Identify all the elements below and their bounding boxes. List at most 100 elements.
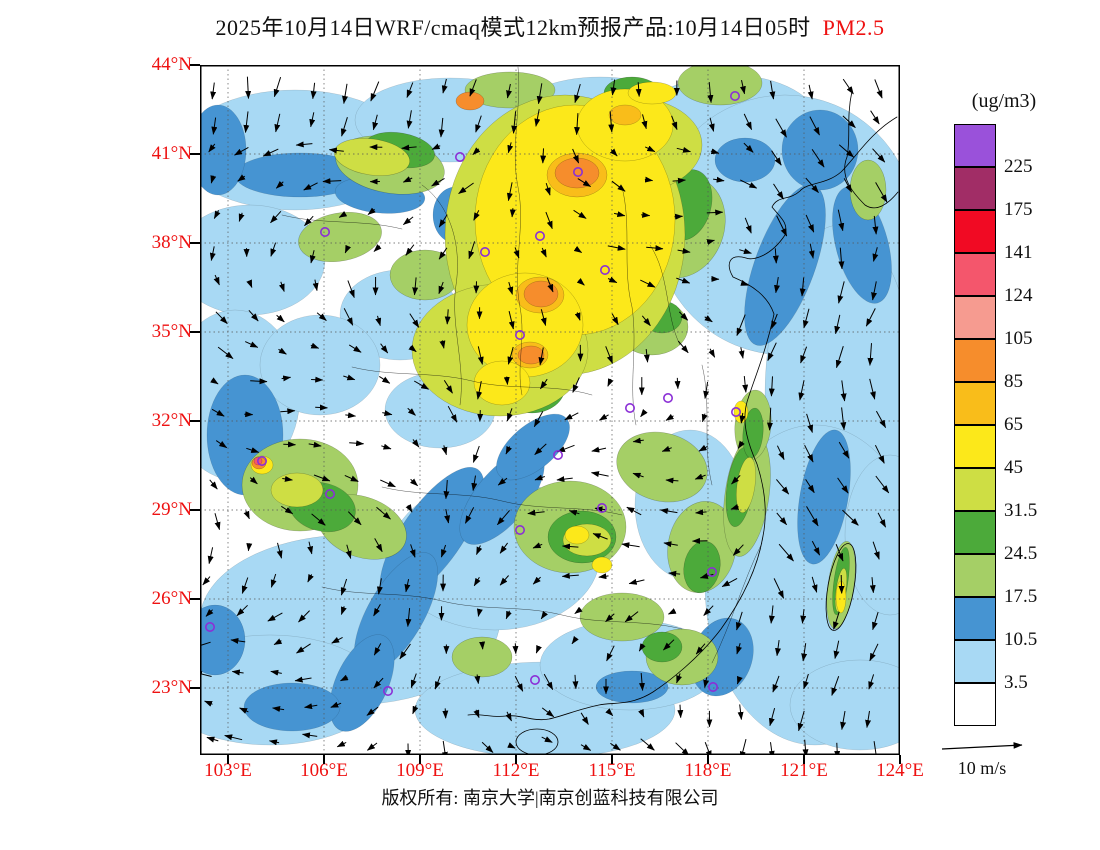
lat-axis-label: 29°N	[151, 499, 192, 520]
legend-color-box	[954, 597, 996, 640]
lat-axis-label: 23°N	[151, 677, 192, 698]
legend-value-label: 175	[1004, 199, 1033, 220]
legend-color-box	[954, 425, 996, 468]
legend-color-box	[954, 124, 996, 167]
lat-axis-label: 38°N	[151, 232, 192, 253]
legend-color-box	[954, 511, 996, 554]
station-marker	[534, 231, 545, 242]
lat-axis-label: 32°N	[151, 410, 192, 431]
station-marker	[552, 449, 563, 460]
lat-axis-label: 26°N	[151, 588, 192, 609]
legend-value-label: 105	[1004, 328, 1033, 349]
wind-scale-label: 10 m/s	[957, 758, 1007, 778]
wind-arrow-layer	[200, 76, 890, 755]
axis-tick	[190, 509, 200, 511]
legend-value-label: 3.5	[1004, 672, 1028, 693]
china-coastline	[467, 116, 898, 721]
species-label: PM2.5	[822, 15, 885, 40]
axis-tick	[190, 598, 200, 600]
lon-axis-label: 109°E	[396, 760, 444, 781]
station-marker	[325, 488, 336, 499]
lon-axis-label: 115°E	[588, 760, 636, 781]
station-marker	[572, 167, 583, 178]
station-marker	[662, 392, 673, 403]
lat-axis-label: 44°N	[151, 54, 192, 75]
axis-tick	[323, 755, 325, 764]
legend-color-box	[954, 167, 996, 210]
legend-value-label: 17.5	[1004, 586, 1038, 607]
legend-color-box	[954, 296, 996, 339]
legend-color-box	[954, 468, 996, 511]
wind-scale-arrow-icon	[941, 742, 1023, 750]
legend-color-box	[954, 339, 996, 382]
station-marker	[599, 265, 610, 276]
station-marker	[596, 502, 607, 513]
lat-axis-label: 41°N	[151, 143, 192, 164]
lon-axis-label: 121°E	[780, 760, 828, 781]
legend-value-label: 85	[1004, 371, 1023, 392]
lat-axis-label: 35°N	[151, 321, 192, 342]
legend-unit: (ug/m3)	[971, 90, 1037, 112]
axis-tick	[227, 755, 229, 764]
axis-tick	[190, 153, 200, 155]
coastline-layer	[281, 66, 899, 755]
station-marker	[624, 402, 635, 413]
page-title: 2025年10月14日WRF/cmaq模式12km预报产品:10月14日05时 P…	[0, 10, 1100, 42]
legend-value-label: 10.5	[1004, 629, 1038, 650]
axis-tick	[190, 331, 200, 333]
station-marker	[455, 152, 466, 163]
lon-axis-label: 106°E	[300, 760, 348, 781]
legend-color-box	[954, 210, 996, 253]
pm25-field-layer	[200, 65, 900, 755]
taiwan-island	[825, 543, 857, 631]
legend-color-box	[954, 683, 996, 726]
axis-tick	[419, 755, 421, 764]
station-marker	[706, 566, 717, 577]
axis-tick	[899, 755, 901, 764]
station-marker	[707, 681, 718, 692]
axis-tick	[611, 755, 613, 764]
station-marker	[205, 621, 215, 632]
lon-axis-label: 124°E	[876, 760, 924, 781]
station-marker	[383, 685, 394, 696]
axis-tick	[190, 420, 200, 422]
legend-color-box	[954, 554, 996, 597]
legend-value-label: 45	[1004, 457, 1023, 478]
legend-color-box	[954, 253, 996, 296]
station-marker	[320, 227, 331, 238]
station-marker	[730, 406, 741, 417]
legend-color-box	[954, 640, 996, 683]
legend-value-label: 124	[1004, 285, 1033, 306]
legend-colorbar	[954, 124, 996, 726]
legend: (ug/m3) 225 175 141 124 105 85 65 45 31.5 24.5 17.…	[946, 90, 1100, 740]
station-marker-layer	[205, 90, 741, 696]
title-text: 2025年10月14日WRF/cmaq模式12km预报产品:10月14日05时	[215, 15, 811, 40]
legend-color-box	[954, 382, 996, 425]
axis-tick	[190, 242, 200, 244]
wind-scale: 10 m/s	[920, 736, 1060, 788]
station-marker	[479, 247, 490, 258]
legend-value-label: 141	[1004, 242, 1033, 263]
legend-value-label: 225	[1004, 156, 1033, 177]
legend-value-label: 65	[1004, 414, 1023, 435]
axis-tick	[190, 64, 200, 66]
axis-tick	[190, 687, 200, 689]
axis-tick	[515, 755, 517, 764]
station-marker	[514, 329, 525, 340]
lon-axis-label: 103°E	[204, 760, 252, 781]
station-marker	[256, 455, 267, 466]
footer-copyright: 版权所有: 南京大学|南京创蓝科技有限公司	[381, 788, 719, 808]
hainan-island	[515, 728, 559, 755]
station-marker	[529, 674, 540, 685]
station-marker	[514, 524, 525, 535]
lon-axis-label: 112°E	[492, 760, 540, 781]
lon-axis-label: 118°E	[684, 760, 732, 781]
axis-tick	[803, 755, 805, 764]
legend-value-label: 24.5	[1004, 543, 1038, 564]
map-frame	[200, 65, 900, 755]
axis-tick	[707, 755, 709, 764]
legend-value-label: 31.5	[1004, 500, 1038, 521]
station-marker	[729, 90, 740, 101]
map-canvas	[200, 65, 900, 755]
